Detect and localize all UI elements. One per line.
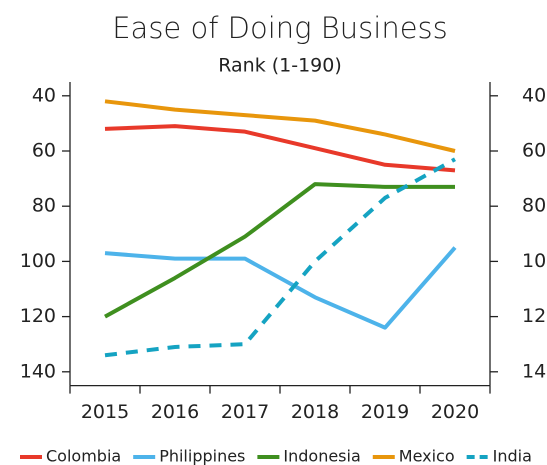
series-line [104, 246, 457, 330]
y-tick-label: 100 [20, 250, 56, 272]
chart-title: Ease of Doing Business [112, 11, 448, 45]
x-tick-label: 2019 [361, 401, 409, 423]
y2-tick-label: 60 [522, 140, 546, 162]
chart-subtitle: Rank (1-190) [218, 55, 342, 77]
x-tick-label: 2016 [151, 401, 199, 423]
y-tick-label: 60 [32, 140, 56, 162]
y-tick-label: 40 [32, 84, 56, 106]
y2-tick-label: 40 [522, 84, 546, 106]
series-line [104, 124, 456, 173]
series-line [104, 99, 456, 153]
x-tick-label: 2017 [221, 401, 269, 423]
legend-label: India [493, 447, 532, 465]
legend-label: Colombia [46, 447, 121, 465]
legend-label: Philippines [159, 447, 245, 465]
x-tick-label: 2020 [431, 401, 479, 423]
y2-tick-label: 120 [522, 305, 547, 327]
x-tick-label: 2018 [291, 401, 339, 423]
x-tick-label: 2015 [81, 401, 129, 423]
y-tick-label: 120 [20, 305, 56, 327]
series-line [104, 182, 455, 319]
y-tick-label: 80 [32, 195, 56, 217]
y2-tick-label: 100 [522, 250, 547, 272]
legend-label: Indonesia [283, 447, 360, 465]
y2-tick-label: 80 [522, 195, 546, 217]
legend-label: Mexico [399, 447, 455, 465]
y2-tick-label: 140 [522, 360, 547, 382]
y-tick-label: 140 [20, 360, 56, 382]
series-line [104, 157, 456, 358]
